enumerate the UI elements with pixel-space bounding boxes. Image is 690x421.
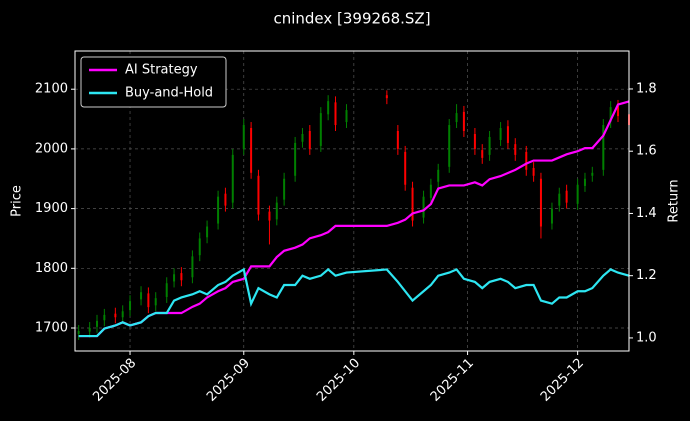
candle-body [191, 256, 194, 278]
candle-body [532, 168, 535, 176]
candle-body [268, 211, 271, 221]
y-axis-label: Price [10, 185, 25, 217]
candle-body [429, 184, 432, 198]
candle-body [206, 226, 209, 238]
y2-axis-label: Return [667, 179, 682, 222]
candle-body [473, 133, 476, 149]
candle-body [283, 178, 286, 200]
candle-body [257, 175, 260, 215]
candle-body [121, 311, 124, 318]
candle-body [565, 190, 568, 203]
y2-tick-label: 1.2 [636, 268, 657, 283]
candle-body [462, 111, 465, 131]
y2-tick-label: 1.4 [636, 206, 657, 221]
candle-body [319, 113, 322, 146]
candle-body [231, 154, 234, 203]
candle-body [242, 125, 245, 149]
legend-label: Buy-and-Hold [125, 86, 213, 101]
candle-body [294, 142, 297, 176]
candle-body [147, 293, 150, 308]
y-tick-label: 1900 [35, 201, 68, 216]
candle-body [602, 125, 605, 170]
candle-body [103, 314, 106, 321]
chart-title: cnindex [399268.SZ] [273, 10, 430, 28]
candle-body [129, 301, 132, 311]
candle-body [609, 107, 612, 123]
candle-body [140, 292, 143, 300]
y-tick-label: 2100 [35, 82, 68, 97]
candle-body [506, 126, 509, 143]
y2-tick-label: 1.6 [636, 144, 657, 159]
candle-body [514, 144, 517, 155]
candle-body [437, 169, 440, 182]
candle-body [88, 328, 91, 332]
candle-body [455, 113, 458, 123]
candle-body [77, 331, 80, 334]
candle-body [250, 128, 253, 173]
candle-body [481, 150, 484, 158]
candle-body [154, 298, 157, 306]
y-tick-label: 2000 [35, 141, 68, 156]
candle-body [224, 193, 227, 206]
candle-body [165, 283, 168, 297]
candle-body [275, 202, 278, 220]
y-tick-label: 1800 [35, 261, 68, 276]
candle-body [411, 187, 414, 221]
candle-body [396, 131, 399, 149]
line-series [78, 267, 630, 338]
candle-body [576, 184, 579, 204]
candle-body [217, 196, 220, 224]
candle-body [488, 136, 491, 155]
candle-body [114, 313, 117, 318]
candle-body [308, 131, 311, 149]
candle-body [385, 95, 388, 99]
y2-tick-label: 1.8 [636, 81, 657, 96]
candle-body [583, 178, 586, 186]
legend-box [80, 56, 227, 108]
candle-body [180, 273, 183, 281]
candle-body [558, 193, 561, 206]
candle-body [404, 151, 407, 185]
legend-label: AI Strategy [125, 63, 198, 78]
plot-frame [74, 50, 630, 352]
candle-body [539, 178, 542, 227]
candle-body [591, 172, 594, 176]
candle-body [198, 238, 201, 256]
candle-body [525, 151, 528, 170]
candle-body [327, 101, 330, 115]
candle-body [334, 102, 337, 126]
legend: AI Strategy Buy-and-Hold [80, 56, 227, 108]
candle-body [448, 125, 451, 167]
candle-body [301, 133, 304, 142]
y-tick-label: 1700 [35, 321, 68, 336]
candle-body [173, 274, 176, 282]
candle-body [550, 208, 553, 224]
candle-body [96, 320, 99, 327]
candle-body [422, 196, 425, 218]
candle-body [499, 128, 502, 140]
y2-tick-label: 1.0 [636, 330, 657, 345]
candle-body [616, 105, 619, 117]
candle-body [345, 110, 348, 123]
